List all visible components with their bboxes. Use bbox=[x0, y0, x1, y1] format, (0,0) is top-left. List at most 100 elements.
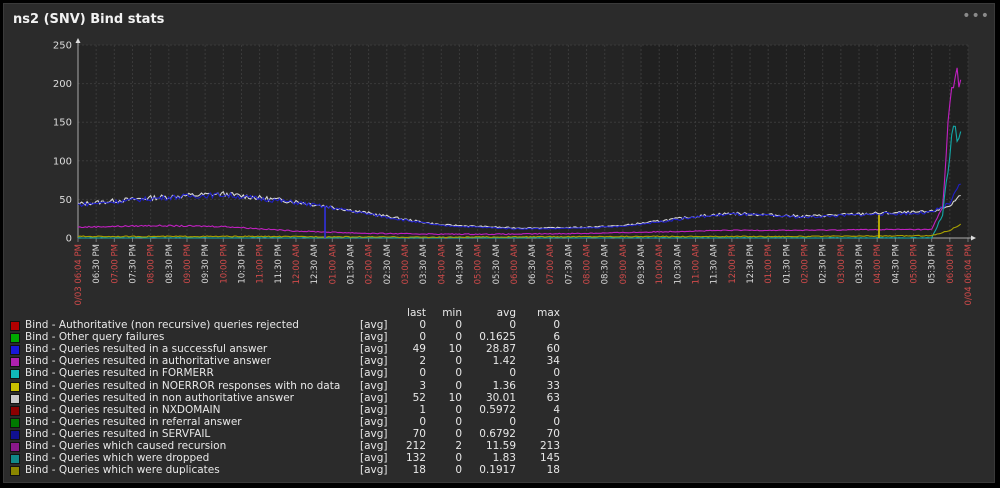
x-tick-label: 10/04 06:04 PM bbox=[964, 244, 974, 305]
legend-item-function: [avg] bbox=[360, 319, 388, 332]
legend-swatch bbox=[10, 381, 20, 392]
legend-item-avg: 11.59 bbox=[485, 440, 516, 453]
x-tick-label: 05:30 AM bbox=[492, 244, 502, 284]
x-tick-label: 04:30 AM bbox=[455, 244, 465, 284]
legend-item-function: [avg] bbox=[360, 427, 388, 440]
legend-item-function: [avg] bbox=[360, 367, 388, 380]
series-line bbox=[77, 125, 962, 239]
x-tick-label: 12:30 PM bbox=[746, 244, 756, 284]
legend-item-max: 34 bbox=[546, 355, 560, 368]
x-tick-label: 06:30 AM bbox=[528, 244, 538, 284]
legend-item-name: Bind - Queries which were duplicates bbox=[25, 464, 220, 477]
y-tick-label: 0 bbox=[66, 234, 72, 245]
x-tick-label: 04:30 PM bbox=[891, 244, 901, 284]
x-tick-label: 03:30 PM bbox=[855, 244, 865, 284]
legend-item-avg: 0 bbox=[509, 367, 516, 380]
legend-item-min: 0 bbox=[455, 415, 462, 428]
legend-item-min: 0 bbox=[455, 331, 462, 344]
x-tick-label: 11:00 PM bbox=[256, 244, 266, 284]
legend-swatch bbox=[10, 393, 20, 404]
series-line bbox=[77, 223, 962, 239]
legend-item-name: Bind - Queries resulted in authoritative… bbox=[25, 355, 271, 368]
legend-item-min: 0 bbox=[455, 427, 462, 440]
legend-item-name: Bind - Queries resulted in SERVFAIL bbox=[25, 427, 211, 440]
x-tick-label: 02:00 PM bbox=[801, 244, 811, 284]
x-tick-label: 08:30 AM bbox=[601, 244, 611, 284]
legend-item-last: 49 bbox=[412, 343, 426, 356]
legend-swatch bbox=[10, 321, 20, 332]
legend-item-last: 2 bbox=[419, 355, 426, 368]
legend-item-last: 0 bbox=[419, 331, 426, 344]
legend-header-min: min bbox=[442, 307, 462, 319]
series-line bbox=[77, 183, 961, 230]
x-tick-label: 08:00 PM bbox=[147, 244, 157, 284]
x-tick-label: 10:30 AM bbox=[673, 244, 683, 284]
legend-item-avg: 0 bbox=[509, 415, 516, 428]
x-tick-label: 03:00 PM bbox=[837, 244, 847, 284]
series-line bbox=[77, 67, 962, 236]
legend-item-min: 0 bbox=[455, 452, 462, 465]
x-axis-arrow bbox=[971, 235, 976, 241]
x-tick-label: 06:00 PM bbox=[946, 244, 956, 284]
legend-item-last: 18 bbox=[412, 464, 426, 477]
legend-item-function: [avg] bbox=[360, 415, 388, 428]
legend-swatch bbox=[10, 369, 20, 380]
legend-item-max: 33 bbox=[546, 379, 560, 392]
x-tick-label: 04:00 PM bbox=[873, 244, 883, 284]
x-tick-label: 01:00 PM bbox=[764, 244, 774, 284]
legend-swatch bbox=[10, 333, 20, 344]
legend-item-name: Bind - Other query failures bbox=[25, 331, 165, 344]
legend-header-max: max bbox=[537, 307, 560, 319]
legend-item-min: 10 bbox=[448, 391, 462, 404]
series-line bbox=[77, 190, 961, 230]
y-axis-arrow bbox=[75, 38, 81, 43]
legend-header-avg: avg bbox=[496, 307, 516, 319]
legend-header-last: last bbox=[407, 307, 426, 319]
x-tick-label: 07:00 AM bbox=[546, 244, 556, 284]
x-tick-label: 09:00 PM bbox=[183, 244, 193, 284]
legend-item-min: 0 bbox=[455, 403, 462, 416]
legend-item-last: 1 bbox=[419, 403, 426, 416]
legend-item-max: 6 bbox=[553, 331, 560, 344]
legend-item-name: Bind - Authoritative (non recursive) que… bbox=[25, 319, 299, 332]
legend-item-min: 0 bbox=[455, 379, 462, 392]
legend-item-max: 63 bbox=[546, 391, 560, 404]
legend-swatch bbox=[10, 466, 20, 477]
legend-item-last: 52 bbox=[412, 391, 426, 404]
x-tick-label: 11:00 AM bbox=[692, 244, 702, 284]
legend-item-function: [avg] bbox=[360, 391, 388, 404]
legend-item-last: 132 bbox=[405, 452, 426, 465]
x-tick-label: 09:30 AM bbox=[637, 244, 647, 284]
legend-item-max: 4 bbox=[553, 403, 560, 416]
legend-item-function: [avg] bbox=[360, 464, 388, 477]
legend-item-function: [avg] bbox=[360, 343, 388, 356]
more-dots-icon[interactable]: ••• bbox=[962, 8, 990, 24]
legend-item-avg: 28.87 bbox=[485, 343, 516, 356]
legend-item-avg: 0.5972 bbox=[479, 403, 516, 416]
x-tick-label: 12:00 PM bbox=[728, 244, 738, 284]
legend-item-function: [avg] bbox=[360, 331, 388, 344]
widget-title: ns2 (SNV) Bind stats bbox=[13, 12, 165, 27]
x-tick-label: 05:00 PM bbox=[910, 244, 920, 284]
legend-swatch bbox=[10, 442, 20, 453]
legend-item-min: 10 bbox=[448, 343, 462, 356]
x-tick-label: 10:00 PM bbox=[219, 244, 229, 284]
legend-item-max: 0 bbox=[553, 367, 560, 380]
legend-item-min: 0 bbox=[455, 464, 462, 477]
y-tick-label: 200 bbox=[53, 79, 72, 90]
x-tick-label: 05:00 AM bbox=[474, 244, 484, 284]
legend-item-max: 0 bbox=[553, 415, 560, 428]
x-tick-label: 02:30 PM bbox=[819, 244, 829, 284]
legend-item-avg: 1.36 bbox=[492, 379, 516, 392]
legend-item-max: 0 bbox=[553, 319, 560, 332]
legend-item-min: 0 bbox=[455, 319, 462, 332]
x-tick-label: 12:30 AM bbox=[310, 244, 320, 284]
legend-item-name: Bind - Queries resulted in a successful … bbox=[25, 343, 268, 356]
x-tick-label: 08:30 PM bbox=[165, 244, 175, 284]
x-tick-label: 10/03 06:04 PM bbox=[74, 244, 84, 305]
legend-item-last: 0 bbox=[419, 367, 426, 380]
x-tick-label: 01:30 PM bbox=[782, 244, 792, 284]
x-tick-label: 11:30 AM bbox=[710, 244, 720, 284]
legend-item-avg: 0.6792 bbox=[479, 427, 516, 440]
x-tick-label: 07:00 PM bbox=[110, 244, 120, 284]
